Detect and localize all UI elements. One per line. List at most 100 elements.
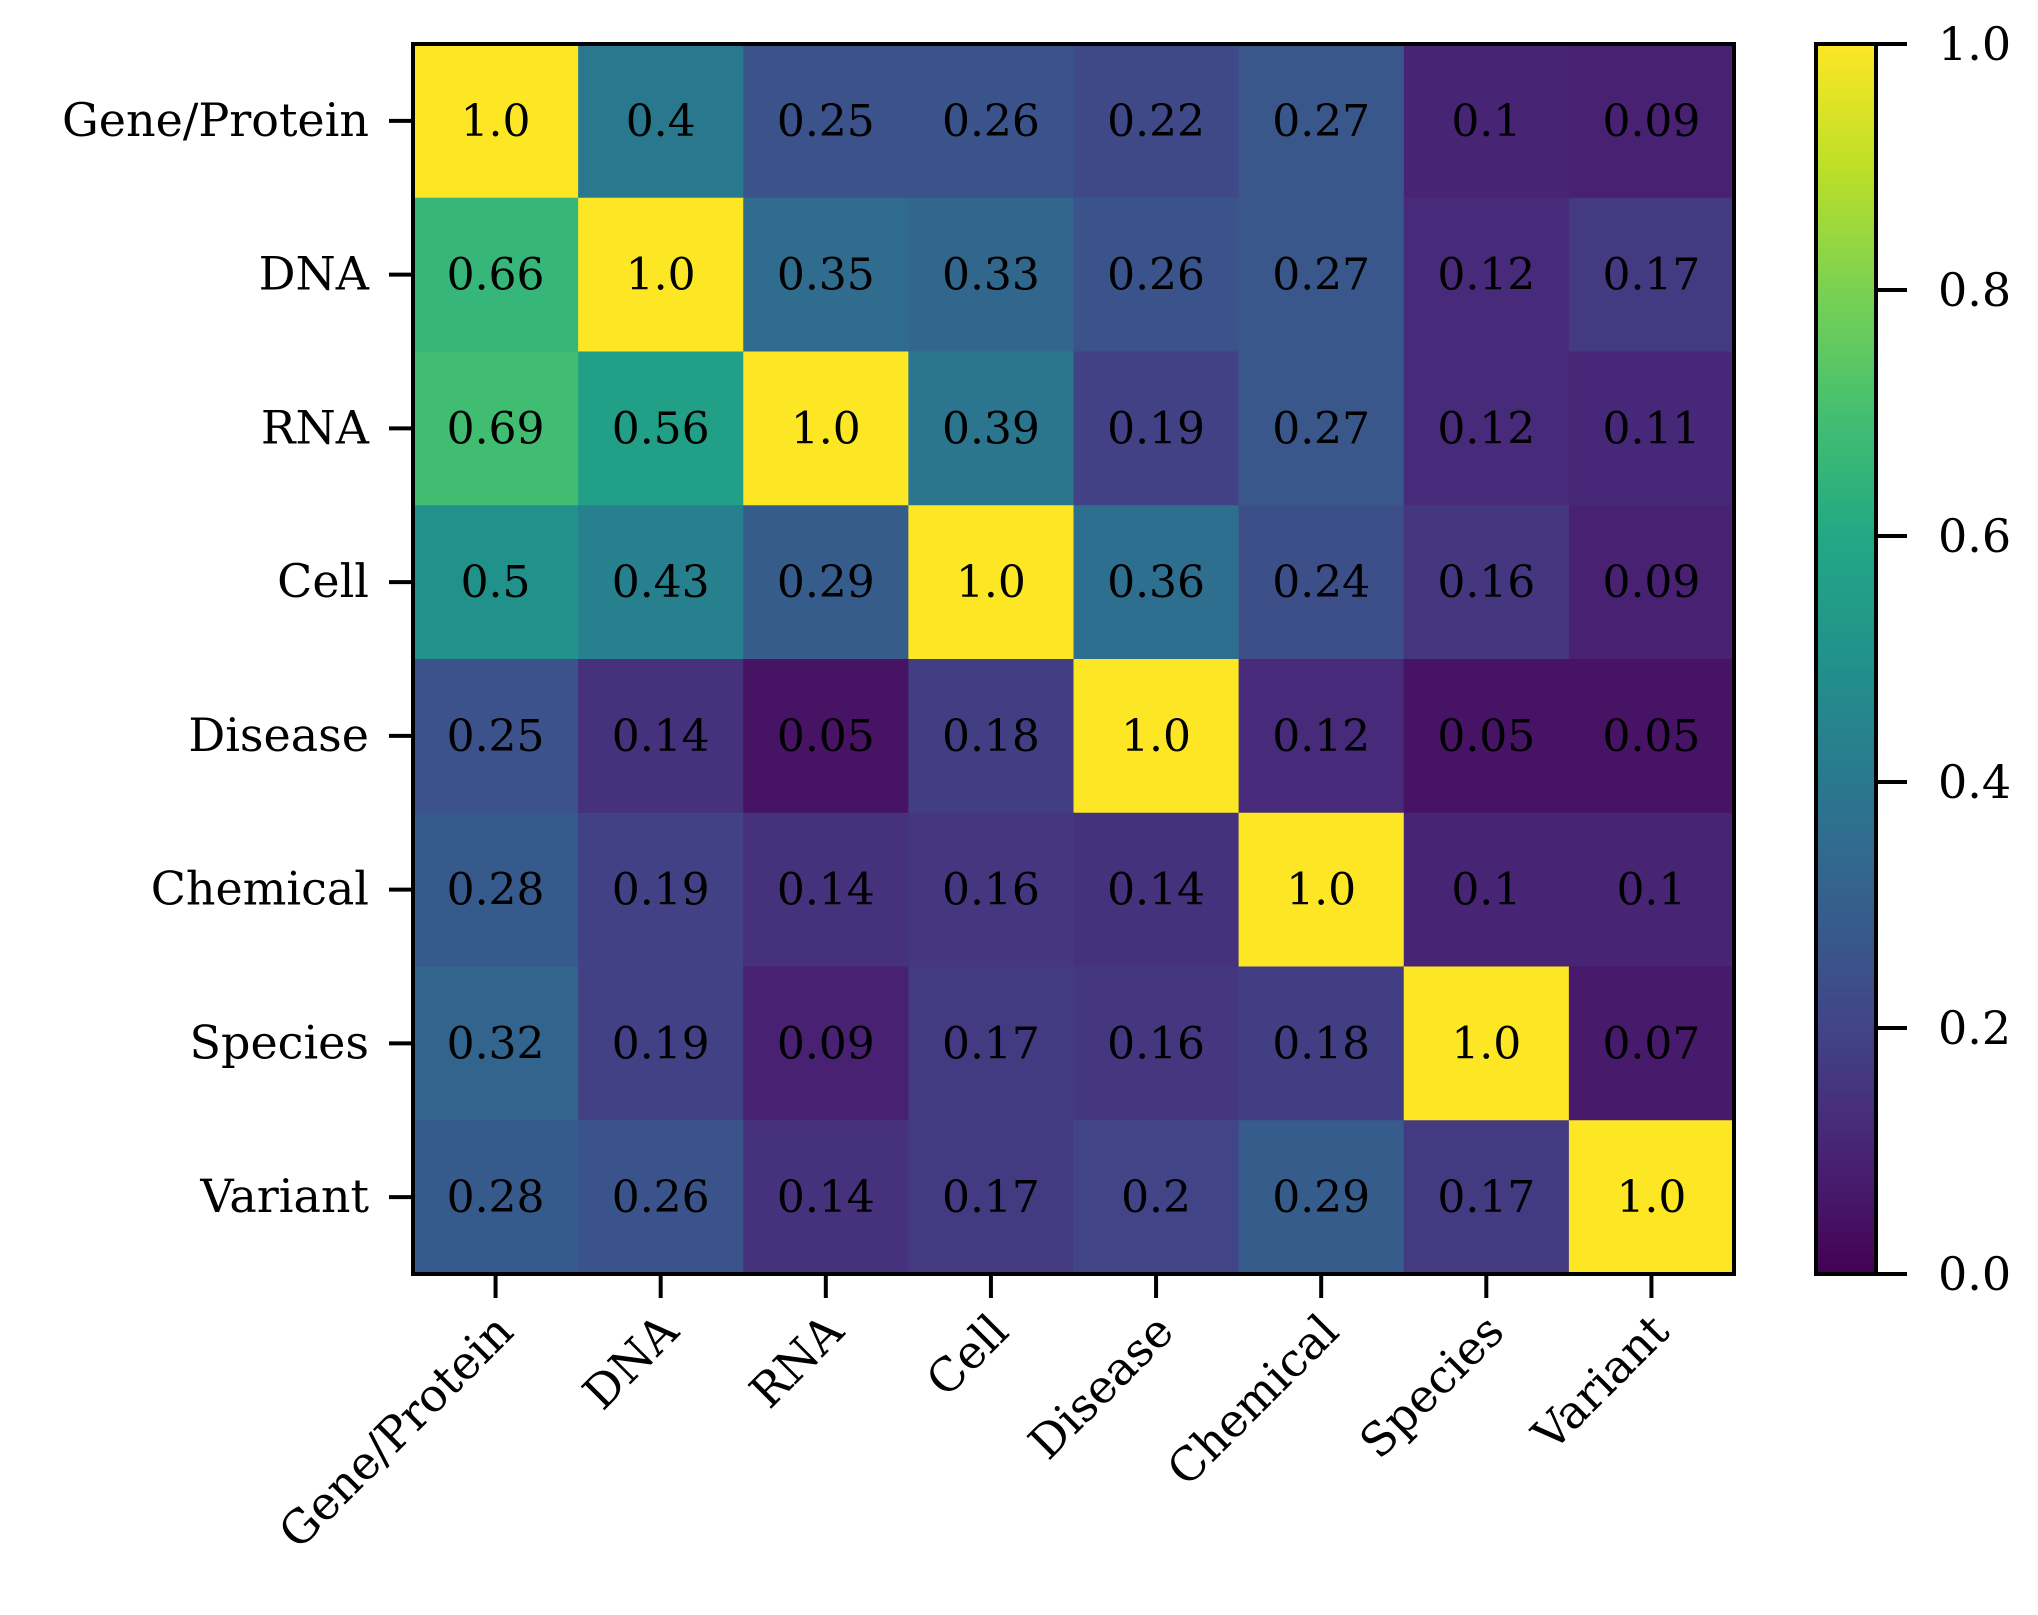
- heatmap-cell: [413, 966, 579, 1121]
- cell-value-label: 0.24: [1272, 557, 1370, 608]
- cell-value-label: 1.0: [1121, 711, 1191, 762]
- heatmap-cell: [1073, 351, 1240, 506]
- cell-value-label: 0.14: [612, 711, 710, 762]
- heatmap-cell: [743, 966, 909, 1121]
- cell-value-label: 0.17: [942, 1172, 1040, 1223]
- cell-value-label: 0.43: [612, 557, 710, 608]
- cell-value-label: 0.05: [1602, 711, 1700, 762]
- heatmap-cell: [578, 659, 744, 814]
- x-tick-label: Cell: [916, 1304, 1019, 1407]
- cell-value-label: 0.33: [942, 250, 1040, 301]
- cell-value-label: 0.11: [1602, 403, 1700, 454]
- heatmap-cell: [908, 1120, 1074, 1275]
- cell-value-label: 1.0: [956, 557, 1026, 608]
- heatmap-cell: [1568, 966, 1735, 1121]
- heatmap-cell: [1568, 197, 1735, 352]
- colorbar-tick-label: 1.0: [1938, 17, 2011, 71]
- cell-value-label: 0.12: [1272, 711, 1370, 762]
- heatmap-cell: [1073, 505, 1240, 660]
- cell-value-label: 0.14: [777, 865, 875, 916]
- y-tick-label: Cell: [277, 554, 369, 608]
- heatmap-cell: [1238, 812, 1405, 967]
- cell-value-label: 0.4: [626, 96, 696, 147]
- cell-value-label: 1.0: [1451, 1018, 1521, 1069]
- plot-frame: [411, 42, 1736, 1276]
- cell-value-label: 0.1: [1616, 865, 1686, 916]
- heatmap-cell: [1568, 351, 1735, 506]
- cell-value-label: 0.19: [612, 865, 710, 916]
- cell-value-label: 0.5: [461, 557, 531, 608]
- heatmap-cell: [1403, 812, 1570, 967]
- heatmap-cell: [413, 505, 579, 660]
- cell-value-label: 0.25: [777, 96, 875, 147]
- heatmap-cell: [1073, 1120, 1240, 1275]
- cell-value-label: 0.09: [777, 1018, 875, 1069]
- cell-value-label: 0.1: [1451, 865, 1521, 916]
- cell-value-label: 0.29: [1272, 1172, 1370, 1223]
- cell-value-label: 1.0: [1286, 865, 1356, 916]
- heatmap-cell: [1403, 44, 1570, 199]
- colorbar-tick-label: 0.2: [1938, 1001, 2011, 1055]
- cell-value-label: 0.05: [777, 711, 875, 762]
- heatmap-cell: [578, 505, 744, 660]
- cell-value-label: 0.36: [1107, 557, 1205, 608]
- colorbar-tick-label: 0.4: [1938, 755, 2011, 809]
- cell-value-label: 0.09: [1602, 96, 1700, 147]
- heatmap-cell: [743, 659, 909, 814]
- heatmap-cell: [1568, 659, 1735, 814]
- heatmap-cell: [1238, 966, 1405, 1121]
- cell-value-label: 0.14: [777, 1172, 875, 1223]
- colorbar-tick-label: 0.0: [1938, 1247, 2011, 1301]
- heatmap-cell: [578, 966, 744, 1121]
- cell-value-label: 0.12: [1437, 403, 1535, 454]
- heatmap-cell: [1568, 44, 1735, 199]
- y-tick-label: Chemical: [151, 862, 369, 916]
- x-tick-label: DNA: [572, 1303, 689, 1420]
- heatmap-cell: [743, 197, 909, 352]
- cell-value-label: 0.07: [1602, 1018, 1700, 1069]
- y-tick-label: Variant: [199, 1169, 369, 1223]
- heatmap-cell: [1568, 505, 1735, 660]
- heatmap-cell: [743, 1120, 909, 1275]
- cell-value-label: 0.16: [1107, 1018, 1205, 1069]
- heatmap-cell: [1073, 659, 1240, 814]
- cell-value-label: 0.26: [942, 96, 1040, 147]
- heatmap-cell: [743, 351, 909, 506]
- cell-value-label: 0.32: [447, 1018, 545, 1069]
- colorbar-tick-label: 0.6: [1938, 509, 2011, 563]
- heatmap-cell: [1403, 197, 1570, 352]
- cell-value-label: 0.12: [1437, 250, 1535, 301]
- cell-value-label: 0.1: [1451, 96, 1521, 147]
- heatmap-cell: [1403, 1120, 1570, 1275]
- cell-value-label: 0.05: [1437, 711, 1535, 762]
- heatmap-cell: [1073, 44, 1240, 199]
- heatmap-cells: [413, 44, 1735, 1275]
- heatmap-cell: [413, 812, 579, 967]
- y-tick-label: Disease: [188, 708, 369, 762]
- heatmap-cell: [413, 44, 579, 199]
- heatmap-cell: [1568, 812, 1735, 967]
- cell-value-label: 0.14: [1107, 865, 1205, 916]
- cell-value-label: 0.17: [1602, 250, 1700, 301]
- heatmap-cell: [1238, 351, 1405, 506]
- y-tick-label: DNA: [259, 247, 370, 301]
- cell-value-label: 1.0: [1616, 1172, 1686, 1223]
- cell-value-label: 0.19: [612, 1018, 710, 1069]
- cell-value-label: 0.25: [447, 711, 545, 762]
- y-tick-label: Species: [190, 1015, 370, 1069]
- colorbar-axis: 0.0 0.2 0.4 0.6 0.8 1.0: [1876, 17, 2011, 1301]
- cell-value-label: 0.19: [1107, 403, 1205, 454]
- heatmap-cell: [908, 966, 1074, 1121]
- heatmap-cell: [743, 812, 909, 967]
- heatmap-cell: [908, 351, 1074, 506]
- x-tick-label: Variant: [1521, 1303, 1680, 1462]
- cell-value-label: 0.17: [942, 1018, 1040, 1069]
- heatmap-cell: [578, 44, 744, 199]
- heatmap-cell: [1403, 505, 1570, 660]
- heatmap-cell: [743, 505, 909, 660]
- cell-value-label: 0.2: [1121, 1172, 1191, 1223]
- cell-value-label: 0.18: [942, 711, 1040, 762]
- cell-value-label: 0.28: [447, 865, 545, 916]
